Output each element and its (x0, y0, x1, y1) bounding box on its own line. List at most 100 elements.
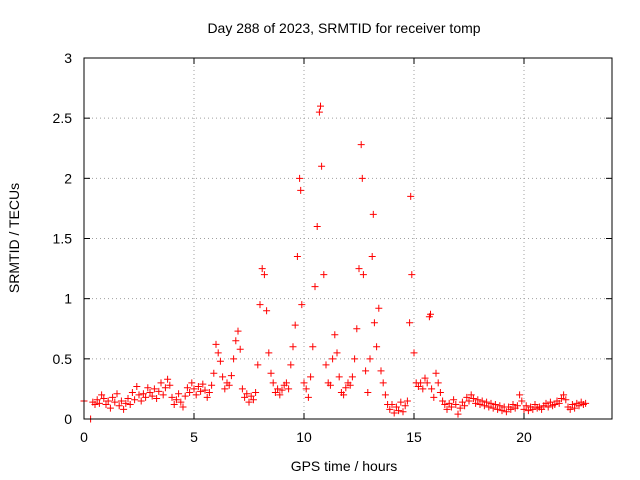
data-point (322, 361, 330, 369)
data-point (329, 355, 337, 363)
data-point (467, 391, 475, 399)
data-point (472, 399, 480, 407)
data-point (386, 405, 394, 413)
data-point (113, 390, 121, 398)
data-point (461, 402, 469, 410)
data-point (421, 374, 429, 382)
data-point (390, 409, 398, 417)
data-point (348, 373, 356, 381)
data-point (368, 253, 376, 261)
data-point (480, 402, 488, 410)
data-point (377, 367, 385, 375)
data-point (297, 186, 305, 194)
data-point (494, 405, 502, 413)
data-point (407, 192, 415, 200)
data-point (307, 373, 315, 381)
data-point (122, 399, 130, 407)
data-point (131, 396, 139, 404)
data-point (551, 401, 559, 409)
data-point (190, 385, 198, 393)
data-point (309, 343, 317, 351)
data-point (197, 387, 205, 395)
data-point (566, 405, 574, 413)
x-axis-label: GPS time / hours (291, 458, 398, 474)
x-tick-label: 5 (190, 429, 198, 445)
data-point (265, 349, 273, 357)
data-point (179, 403, 187, 411)
data-point (287, 361, 295, 369)
y-tick-label: 1.5 (53, 231, 73, 247)
data-point (225, 381, 233, 389)
data-point (555, 399, 563, 407)
grid-lines (84, 58, 612, 419)
data-point (291, 321, 299, 329)
data-point (395, 407, 403, 415)
data-point (135, 391, 143, 399)
data-point (408, 271, 416, 279)
data-point (269, 379, 277, 387)
data-point (267, 369, 275, 377)
data-point (254, 361, 262, 369)
data-point (410, 349, 418, 357)
data-point (186, 389, 194, 397)
data-point (430, 393, 438, 401)
data-point (157, 379, 165, 387)
data-point (513, 402, 521, 410)
data-point (221, 385, 229, 393)
data-point (188, 379, 196, 387)
data-point (236, 345, 244, 353)
y-tick-label: 3 (64, 50, 72, 66)
y-tick-labels: 0 0.5 1 1.5 2 2.5 3 (53, 50, 73, 427)
data-point (478, 397, 486, 405)
data-point (432, 369, 440, 377)
data-point (529, 405, 537, 413)
data-point (263, 307, 271, 315)
data-point (214, 349, 222, 357)
data-point (142, 393, 150, 401)
data-point (115, 402, 123, 410)
data-point (106, 404, 114, 412)
data-point (450, 396, 458, 404)
data-point (271, 389, 279, 397)
data-point (282, 379, 290, 387)
data-point (445, 399, 453, 407)
data-point (474, 396, 482, 404)
data-point (401, 402, 409, 410)
data-point (172, 396, 180, 404)
data-point (491, 401, 499, 409)
data-point (364, 389, 372, 397)
data-point (571, 404, 579, 412)
data-point (351, 355, 359, 363)
data-point (181, 392, 189, 400)
data-point (133, 383, 141, 391)
data-point (194, 383, 202, 391)
data-point (441, 401, 449, 409)
data-point (91, 401, 99, 409)
data-point (300, 379, 308, 387)
data-point (276, 391, 284, 399)
data-point (120, 405, 128, 413)
data-point (146, 389, 154, 397)
data-point (183, 384, 191, 392)
data-point (102, 401, 110, 409)
data-point (313, 222, 321, 230)
data-point (285, 385, 293, 393)
data-point (427, 310, 434, 318)
data-point (443, 405, 451, 413)
data-point (137, 397, 145, 405)
data-point (568, 401, 576, 409)
data-point (359, 271, 367, 279)
data-point (458, 398, 466, 406)
data-point (274, 385, 282, 393)
data-point (509, 401, 517, 409)
data-point (302, 385, 310, 393)
data-point (370, 319, 378, 327)
data-point (346, 381, 354, 389)
y-tick-label: 0.5 (53, 351, 73, 367)
data-point (487, 399, 495, 407)
data-point (439, 397, 447, 405)
data-point (175, 390, 183, 398)
data-point (298, 301, 306, 309)
data-point (278, 386, 286, 394)
data-point (516, 391, 524, 399)
